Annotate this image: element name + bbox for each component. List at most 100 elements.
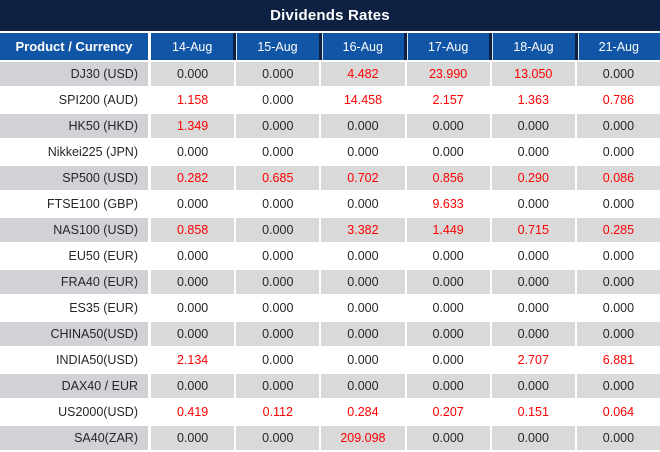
- value-cell: 0.284: [319, 400, 405, 424]
- value-cell: 0.000: [489, 140, 575, 164]
- value-cell: 0.000: [234, 140, 320, 164]
- date-header: 18-Aug: [489, 33, 575, 60]
- product-cell: SPI200 (AUD): [0, 88, 151, 112]
- table-row: DJ30 (USD) 0.000 0.000 4.482 23.990 13.050 0.0…: [0, 62, 660, 86]
- value-cell: 0.000: [319, 374, 405, 398]
- value-cell: 0.000: [574, 244, 660, 268]
- value-cell: 0.000: [319, 192, 405, 216]
- value-cell: 0.000: [489, 244, 575, 268]
- value-cell: 0.000: [489, 114, 575, 138]
- table-row: EU50 (EUR) 0.000 0.000 0.000 0.000 0.000 0.000: [0, 244, 660, 268]
- product-cell: SP500 (USD): [0, 166, 151, 190]
- value-cell: 1.349: [151, 114, 235, 138]
- table-row: SA40(ZAR) 0.000 0.000 209.098 0.000 0.000 0.00…: [0, 426, 660, 450]
- value-cell: 0.000: [489, 270, 575, 294]
- value-cell: 2.157: [404, 88, 490, 112]
- value-cell: 0.685: [234, 166, 320, 190]
- value-cell: 0.702: [319, 166, 405, 190]
- value-cell: 0.000: [319, 114, 405, 138]
- product-cell: SA40(ZAR): [0, 426, 151, 450]
- page-title: Dividends Rates: [270, 7, 390, 24]
- value-cell: 0.000: [404, 114, 490, 138]
- value-cell: 0.064: [574, 400, 660, 424]
- value-cell: 0.858: [151, 218, 235, 242]
- product-cell: FRA40 (EUR): [0, 270, 151, 294]
- value-cell: 0.000: [319, 140, 405, 164]
- table-row: CHINA50(USD) 0.000 0.000 0.000 0.000 0.000 0.0…: [0, 322, 660, 346]
- value-cell: 0.000: [404, 270, 490, 294]
- product-cell: CHINA50(USD): [0, 322, 151, 346]
- value-cell: 23.990: [404, 62, 490, 86]
- value-cell: 0.290: [489, 166, 575, 190]
- value-cell: 0.000: [234, 192, 320, 216]
- value-cell: 0.000: [234, 270, 320, 294]
- date-header: 14-Aug: [151, 33, 234, 60]
- value-cell: 2.707: [489, 348, 575, 372]
- value-cell: 3.382: [319, 218, 405, 242]
- value-cell: 4.482: [319, 62, 405, 86]
- value-cell: 0.000: [489, 322, 575, 346]
- value-cell: 1.363: [489, 88, 575, 112]
- table-row: NAS100 (USD) 0.858 0.000 3.382 1.449 0.715 0.2…: [0, 218, 660, 242]
- table-row: SP500 (USD) 0.282 0.685 0.702 0.856 0.290 0.08…: [0, 166, 660, 190]
- title-bar: Dividends Rates: [0, 0, 660, 31]
- value-cell: 0.000: [234, 348, 320, 372]
- value-cell: 14.458: [319, 88, 405, 112]
- value-cell: 0.000: [574, 62, 660, 86]
- value-cell: 0.000: [319, 270, 405, 294]
- value-cell: 0.000: [574, 374, 660, 398]
- value-cell: 0.000: [404, 244, 490, 268]
- table-row: DAX40 / EUR 0.000 0.000 0.000 0.000 0.000 0.00…: [0, 374, 660, 398]
- value-cell: 0.000: [151, 426, 235, 450]
- value-cell: 0.112: [234, 400, 320, 424]
- value-cell: 0.000: [404, 140, 490, 164]
- value-cell: 0.000: [319, 322, 405, 346]
- value-cell: 0.786: [574, 88, 660, 112]
- date-header: 17-Aug: [403, 33, 490, 60]
- value-cell: 0.000: [151, 296, 235, 320]
- table-row: HK50 (HKD) 1.349 0.000 0.000 0.000 0.000 0.000: [0, 114, 660, 138]
- product-cell: HK50 (HKD): [0, 114, 151, 138]
- table-row: FTSE100 (GBP) 0.000 0.000 0.000 9.633 0.000 0.…: [0, 192, 660, 216]
- table-row: Nikkei225 (JPN) 0.000 0.000 0.000 0.000 0.000…: [0, 140, 660, 164]
- value-cell: 0.000: [319, 296, 405, 320]
- table-header-row: Product / Currency 14-Aug 15-Aug 16-Aug 17-…: [0, 33, 660, 60]
- value-cell: 13.050: [489, 62, 575, 86]
- value-cell: 0.000: [404, 348, 490, 372]
- value-cell: 0.000: [234, 322, 320, 346]
- value-cell: 0.000: [234, 426, 320, 450]
- product-cell: ES35 (EUR): [0, 296, 151, 320]
- value-cell: 0.000: [574, 192, 660, 216]
- date-header: 16-Aug: [318, 33, 404, 60]
- table-row: INDIA50(USD) 2.134 0.000 0.000 0.000 2.707 6.8…: [0, 348, 660, 372]
- value-cell: 0.282: [151, 166, 235, 190]
- date-header: 21-Aug: [574, 33, 660, 60]
- value-cell: 0.285: [574, 218, 660, 242]
- value-cell: 1.158: [151, 88, 235, 112]
- value-cell: 0.000: [489, 192, 575, 216]
- value-cell: 0.000: [574, 140, 660, 164]
- value-cell: 0.000: [234, 296, 320, 320]
- product-cell: EU50 (EUR): [0, 244, 151, 268]
- value-cell: 9.633: [404, 192, 490, 216]
- value-cell: 0.086: [574, 166, 660, 190]
- value-cell: 0.000: [489, 426, 575, 450]
- value-cell: 0.856: [404, 166, 490, 190]
- value-cell: 1.449: [404, 218, 490, 242]
- value-cell: 0.000: [151, 244, 235, 268]
- product-cell: INDIA50(USD): [0, 348, 151, 372]
- value-cell: 0.000: [151, 62, 235, 86]
- value-cell: 0.000: [574, 296, 660, 320]
- value-cell: 0.000: [151, 192, 235, 216]
- value-cell: 0.000: [404, 374, 490, 398]
- value-cell: 0.000: [574, 426, 660, 450]
- product-cell: FTSE100 (GBP): [0, 192, 151, 216]
- product-cell: US2000(USD): [0, 400, 151, 424]
- value-cell: 0.000: [404, 296, 490, 320]
- value-cell: 0.207: [404, 400, 490, 424]
- value-cell: 0.000: [574, 114, 660, 138]
- value-cell: 2.134: [151, 348, 235, 372]
- value-cell: 0.000: [234, 244, 320, 268]
- value-cell: 0.000: [234, 374, 320, 398]
